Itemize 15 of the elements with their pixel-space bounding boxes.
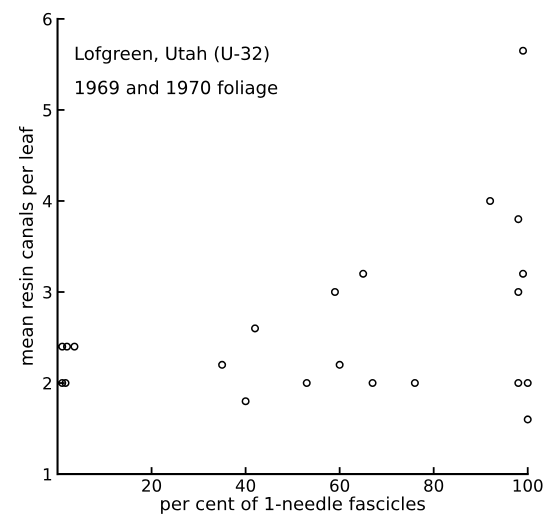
y-tick-label: 4 (42, 195, 52, 208)
y-tick-label: 3 (43, 286, 52, 299)
annotation: 1969 and 1970 foliage (76, 80, 278, 98)
y-tick-label: 2 (43, 377, 52, 390)
x-tick-label: 20 (142, 479, 162, 492)
x-axis-title: per cent of 1-needle fascicles (161, 496, 425, 514)
x-tick-label: 40 (236, 479, 256, 492)
annotation: Lofgreen, Utah (U-32) (76, 46, 269, 64)
y-tick-label: 1 (44, 468, 52, 480)
y-tick-label: 6 (43, 12, 52, 26)
x-tick-label: 100 (514, 479, 543, 492)
x-tick-label: 80 (424, 479, 444, 492)
y-tick-label: 5 (43, 104, 52, 117)
x-tick-label: 60 (330, 479, 350, 492)
y-axis-title: mean resin canals per leaf (19, 126, 37, 365)
